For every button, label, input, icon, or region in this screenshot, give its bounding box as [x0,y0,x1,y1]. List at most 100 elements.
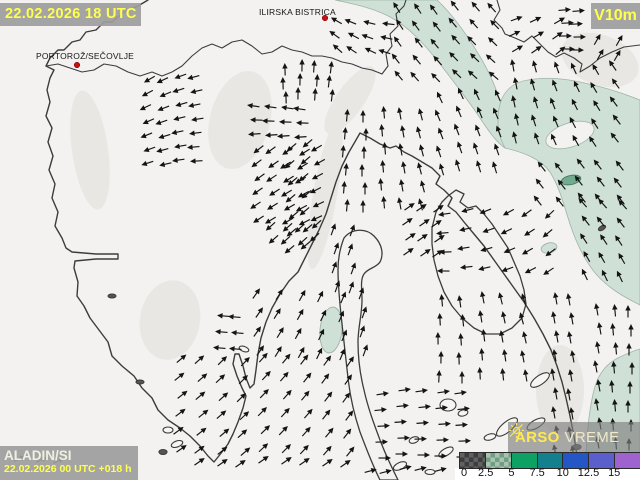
wind-arrow [322,445,332,456]
wind-arrow [450,0,459,11]
wind-arrow [361,306,368,319]
wind-arrow [553,61,560,74]
wind-arrow [600,234,608,245]
wind-arrow [618,199,628,210]
wind-arrow [436,91,443,104]
wind-arrow [473,88,480,101]
wind-arrow [535,178,544,189]
wind-arrow [297,190,310,198]
wind-arrow [391,53,400,64]
wind-arrow [248,131,261,137]
wind-arrow [458,438,471,444]
wind-arrow [500,368,506,381]
wind-arrow [275,289,283,300]
wind-arrow [419,218,430,227]
wind-arrow [284,245,295,254]
wind-arrow [359,164,365,177]
wind-arrow [316,347,323,360]
wind-arrow [173,426,184,435]
wind-arrow [341,329,348,342]
wind-arrow [459,226,472,232]
wind-arrow [529,16,542,23]
wind-arrow [281,456,292,465]
wind-arrow [498,292,504,305]
wind-arrow [219,428,230,437]
wind-arrow [342,127,348,140]
wind-arrow [297,346,305,359]
wind-arrow [480,246,493,253]
wind-arrow [330,223,337,236]
wind-arrow [418,404,431,410]
wind-arrows [13,0,635,477]
wind-arrow [171,129,184,135]
wind-arrow [596,176,605,187]
legend-cell [615,453,640,468]
wind-arrow [451,34,461,45]
wind-arrow [455,422,468,428]
wind-arrow [286,143,297,152]
wind-arrow [340,145,346,158]
wind-arrow [156,77,169,84]
wind-arrow [172,157,185,163]
wind-arrow [378,48,391,55]
wind-arrow [173,115,186,121]
wind-arrow [533,195,542,206]
wind-arrow [532,31,545,39]
wind-arrow [397,197,403,210]
wind-arrow [437,127,444,140]
wind-arrow [360,110,366,123]
wind-arrow [338,310,345,323]
wind-arrow [501,311,507,324]
wind-arrow [404,202,415,211]
wind-arrow [195,391,206,400]
wind-arrow [418,108,424,121]
wind-arrow [401,161,407,174]
wind-arrow [323,355,332,366]
wind-arrow [174,143,187,149]
wind-arrow [417,452,430,458]
wind-arrow [286,228,297,237]
wind-arrow [155,119,168,126]
arso-watermark: ARSO VREME [508,422,640,453]
wind-arrow [215,374,226,384]
wind-arrow [476,106,483,119]
wind-arrow [217,356,228,366]
legend-tick-label: 12.5 [577,467,600,479]
wind-arrow [312,88,318,101]
wind-arrow [348,281,355,294]
wind-arrow [140,132,153,139]
wind-arrow [187,144,200,150]
wind-arrow [519,312,525,325]
wind-arrow [612,399,618,412]
wind-arrow [281,444,291,454]
wind-arrow [312,201,325,208]
wind-arrow [532,60,538,73]
wind-arrow [591,118,599,129]
wind-arrow [313,158,326,166]
wind-arrow [628,324,634,337]
wind-arrow [433,204,444,213]
wind-arrow [215,329,228,335]
station-dot [73,61,81,69]
wind-arrow [467,35,477,46]
wind-arrow [610,323,616,336]
wind-arrow [332,44,343,54]
wind-arrow [533,132,540,145]
wind-arrow [594,303,600,316]
wind-arrow [361,146,367,159]
wind-arrow [510,59,516,72]
wind-arrow [531,45,542,54]
wind-arrow [317,290,324,303]
wind-arrow [378,178,384,191]
wind-arrow [190,88,203,94]
wind-arrow [299,148,310,156]
wind-arrow [310,144,323,152]
wind-arrow [393,36,402,47]
wind-arrow [435,405,448,411]
wind-arrow [416,126,422,139]
wind-arrow [597,322,603,335]
wind-arrow [302,224,313,233]
brand-arso: ARSO [515,429,560,446]
wind-arrow [403,247,414,256]
wind-arrow [375,439,388,445]
